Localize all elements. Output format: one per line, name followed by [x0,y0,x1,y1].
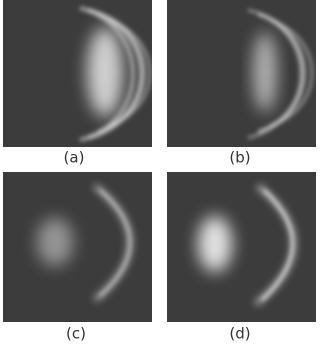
image-b [167,0,316,147]
image-d [167,172,316,322]
image-c [3,172,152,322]
panel-label: (d) [229,325,250,343]
image-a [3,0,152,147]
panel-label: (b) [229,149,250,167]
panel-label: (a) [64,149,85,167]
panel-label: (c) [66,325,86,343]
